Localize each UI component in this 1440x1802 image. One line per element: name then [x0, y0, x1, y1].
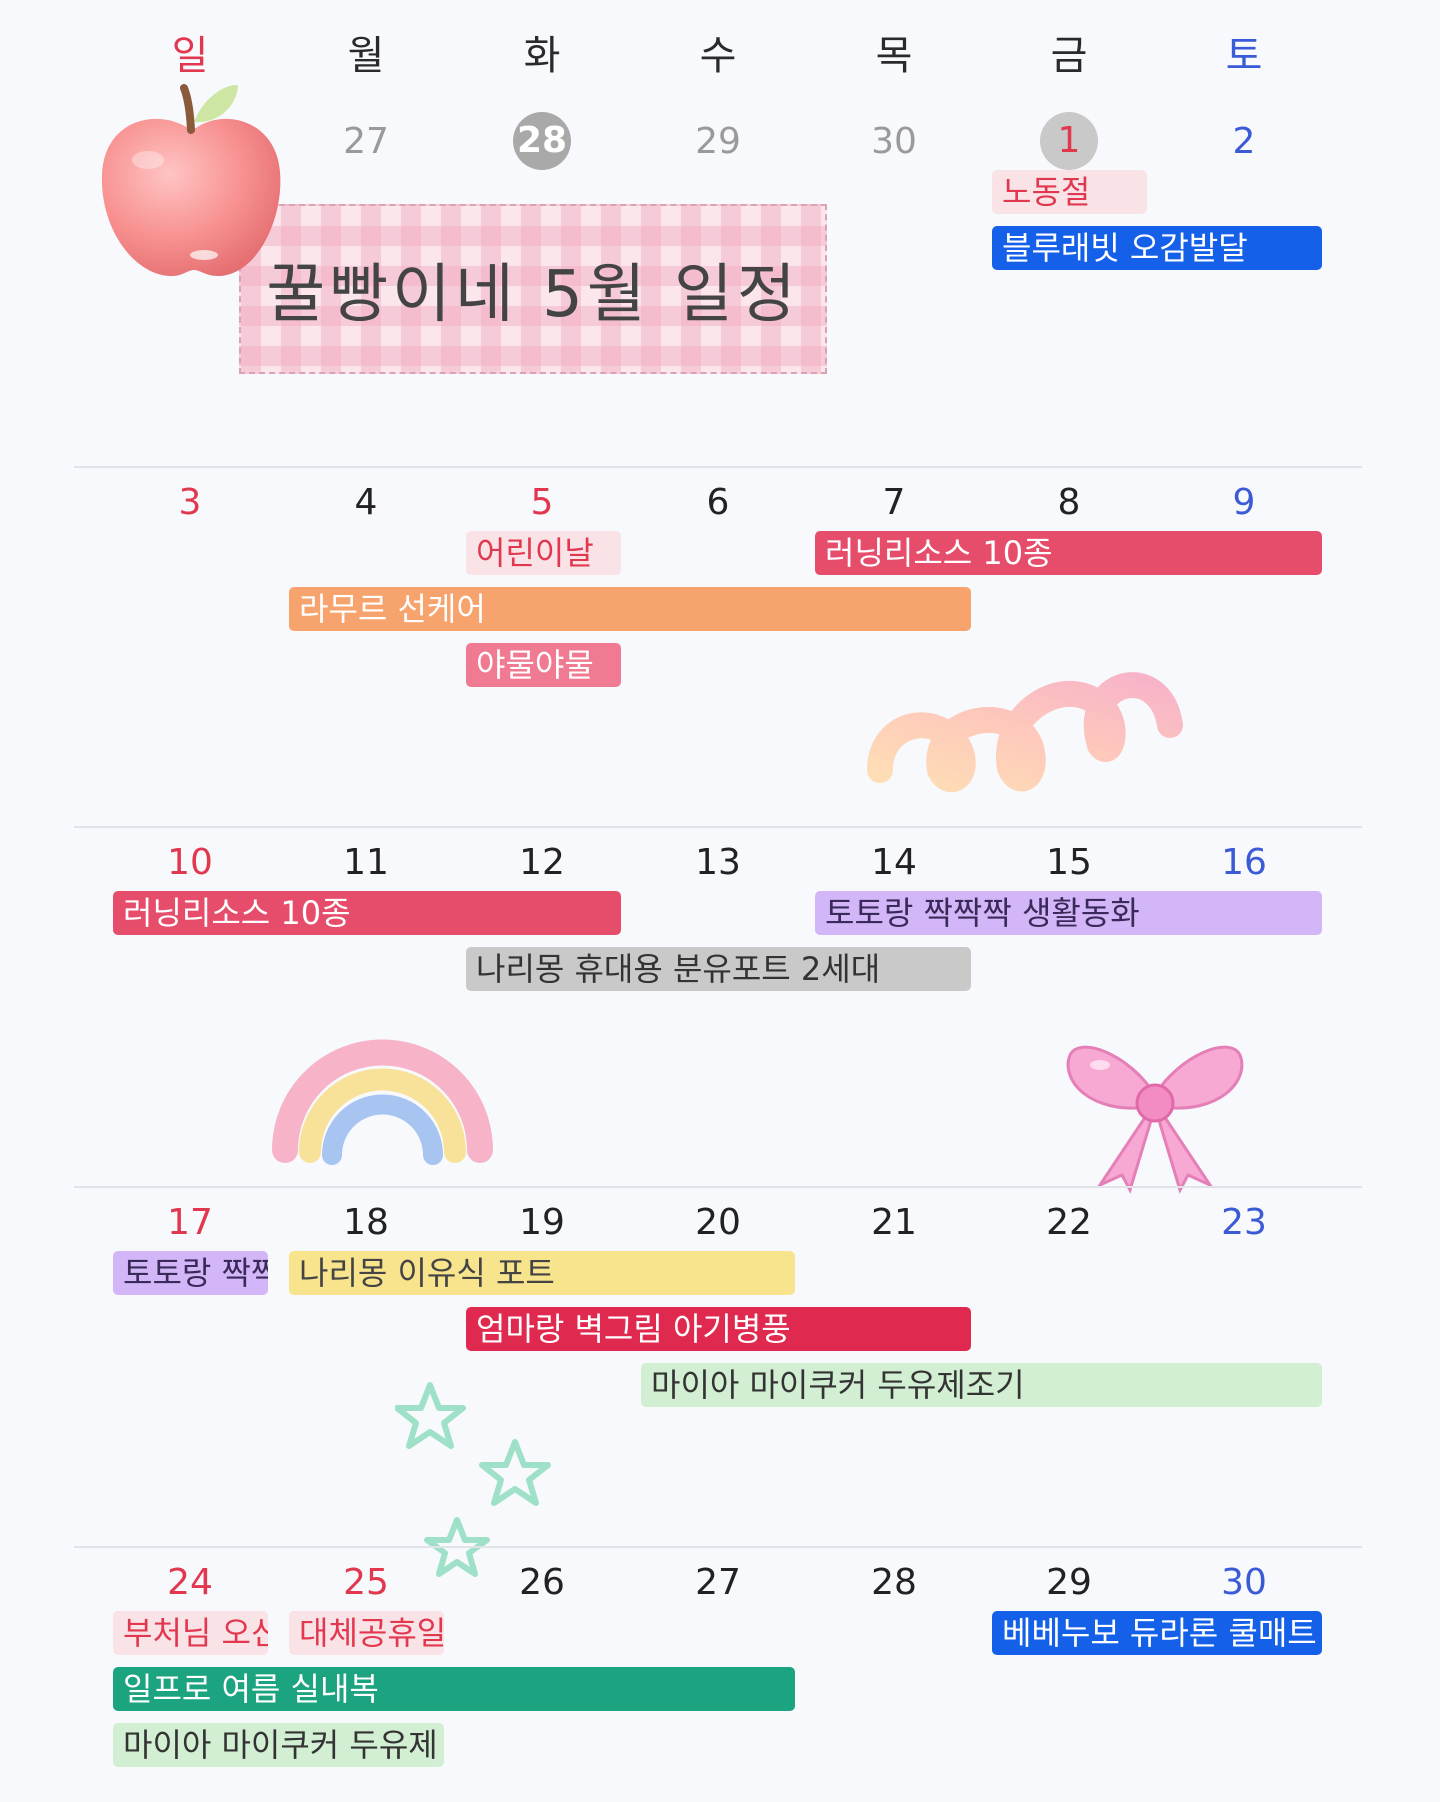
date-cell[interactable]: 30 [871, 121, 917, 162]
date-cell[interactable]: 29 [1046, 1562, 1092, 1603]
date-cell[interactable]: 11 [343, 842, 389, 883]
event-childrens-day[interactable]: 어린이날 [466, 531, 621, 575]
date-cell[interactable]: 17 [167, 1202, 213, 1243]
week-divider [74, 466, 1362, 468]
spiral-sticker-icon [867, 672, 1183, 793]
date-cell-selected[interactable]: 28 [482, 112, 602, 170]
event-maia-soymilk-maker[interactable]: 마이아 마이쿠커 두유제조기 [641, 1363, 1322, 1407]
date-cell[interactable]: 19 [519, 1202, 565, 1243]
bow-sticker-icon [1066, 1045, 1244, 1194]
date-cell[interactable]: 8 [1057, 482, 1081, 523]
date-cell[interactable]: 27 [695, 1562, 741, 1603]
date-cell[interactable]: 6 [706, 482, 730, 523]
event-substitute-holiday[interactable]: 대체공휴일 [289, 1611, 444, 1655]
weekday-wed: 수 [699, 33, 737, 79]
title-label-sticker: 꿀빵이네 5월 일정 [239, 204, 827, 374]
weekday-thu: 목 [875, 33, 913, 79]
weekday-tue: 화 [523, 33, 561, 79]
date-cell[interactable]: 18 [343, 1202, 389, 1243]
week-divider [74, 826, 1362, 828]
date-cell[interactable]: 12 [519, 842, 565, 883]
date-cell[interactable]: 13 [695, 842, 741, 883]
date-cell[interactable]: 26 [519, 1562, 565, 1603]
week-divider [74, 1186, 1362, 1188]
weekday-mon: 월 [347, 33, 385, 79]
event-mom-folding-screen[interactable]: 엄마랑 벽그림 아기병풍 [466, 1307, 971, 1351]
date-cell[interactable]: 16 [1221, 842, 1267, 883]
event-narimong-pot[interactable]: 나리몽 휴대용 분유포트 2세대 [466, 947, 971, 991]
event-blue-rabbit[interactable]: 블루래빗 오감발달 [992, 226, 1322, 270]
event-buddhas-birthday[interactable]: 부처님 오신 [113, 1611, 268, 1655]
event-bebenubo-cool-mat[interactable]: 베베누보 듀라론 쿨매트 [992, 1611, 1322, 1655]
star-sticker-icon [395, 1382, 551, 1577]
date-cell[interactable]: 27 [343, 121, 389, 162]
date-cell[interactable]: 23 [1221, 1202, 1267, 1243]
date-cell-today[interactable]: 1 [1009, 112, 1129, 170]
date-cell[interactable]: 3 [178, 482, 202, 523]
date-cell[interactable]: 9 [1232, 482, 1256, 523]
event-lamoure-suncare[interactable]: 라무르 선케어 [289, 587, 971, 631]
date-cell[interactable]: 2 [1232, 121, 1256, 162]
event-totorang[interactable]: 토토랑 짝짝짝 생활동화 [815, 891, 1322, 935]
date-cell[interactable]: 21 [871, 1202, 917, 1243]
date-cell[interactable]: 30 [1221, 1562, 1267, 1603]
date-cell[interactable]: 10 [167, 842, 213, 883]
event-ilpro-summer-wear[interactable]: 일프로 여름 실내복 [113, 1667, 795, 1711]
date-cell[interactable]: 22 [1046, 1202, 1092, 1243]
weekday-sat: 토 [1225, 33, 1263, 79]
rainbow-sticker-icon [272, 1039, 493, 1165]
weekday-sun: 일 [171, 33, 209, 79]
date-cell[interactable]: 4 [354, 482, 378, 523]
date-cell[interactable]: 28 [871, 1562, 917, 1603]
weekday-fri: 금 [1050, 33, 1088, 79]
apple-sticker-icon [101, 84, 281, 277]
date-cell[interactable]: 20 [695, 1202, 741, 1243]
event-narimong-food-pot[interactable]: 나리몽 이유식 포트 [289, 1251, 795, 1295]
date-cell[interactable]: 29 [695, 121, 741, 162]
event-running-resources[interactable]: 러닝리소스 10종 [815, 531, 1322, 575]
date-cell[interactable]: 24 [167, 1562, 213, 1603]
event-yamul[interactable]: 야물야물 [466, 643, 621, 687]
event-maia-soymilk-maker[interactable]: 마이아 마이쿠커 두유제 [113, 1723, 444, 1767]
event-running-resources[interactable]: 러닝리소스 10종 [113, 891, 621, 935]
date-cell[interactable]: 7 [882, 482, 906, 523]
date-cell[interactable]: 14 [871, 842, 917, 883]
week-divider [74, 1546, 1362, 1548]
date-cell[interactable]: 15 [1046, 842, 1092, 883]
event-labor-day[interactable]: 노동절 [992, 170, 1147, 214]
date-cell-holiday[interactable]: 5 [530, 482, 554, 523]
calendar-title: 꿀빵이네 5월 일정 [266, 258, 800, 332]
event-totorang[interactable]: 토토랑 짝짝 [113, 1251, 268, 1295]
date-cell-holiday[interactable]: 25 [343, 1562, 389, 1603]
